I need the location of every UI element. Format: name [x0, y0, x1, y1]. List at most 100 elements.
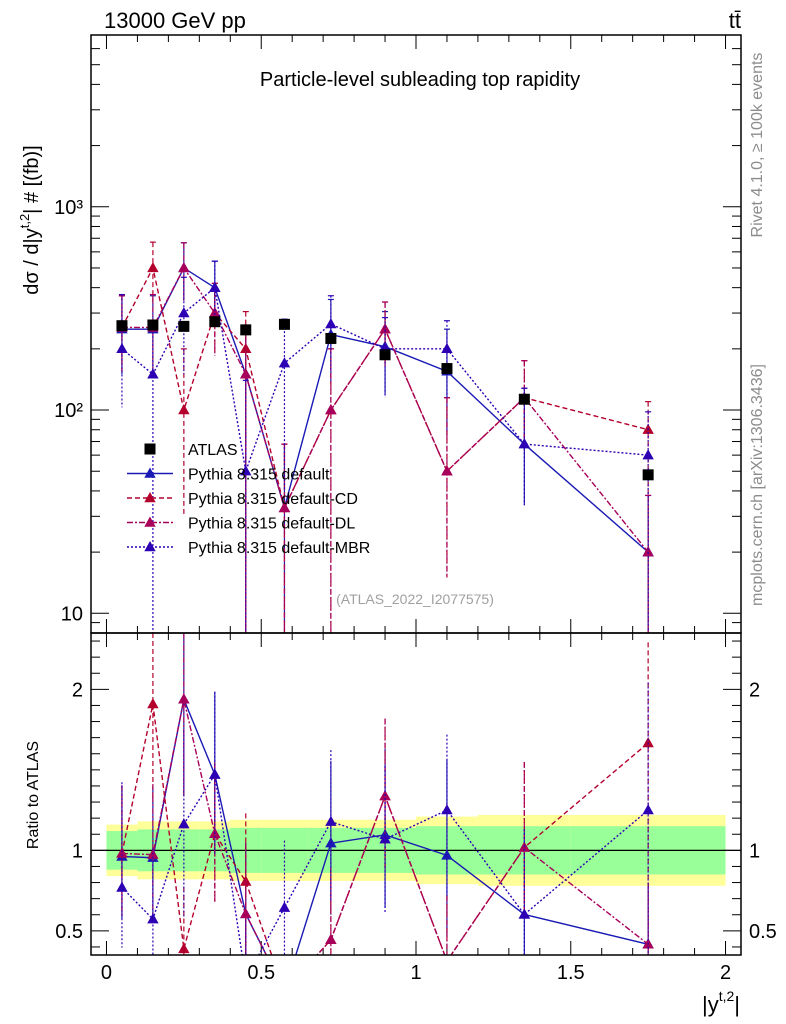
- atlas-data-point: [178, 320, 190, 332]
- series-4-ratio: [116, 682, 654, 955]
- ratio-frame: [90, 632, 742, 956]
- series-point: [116, 342, 128, 354]
- series-point: [278, 501, 291, 513]
- series-ratio-point: [441, 804, 453, 815]
- main-y-tick-label: 10²: [54, 400, 83, 422]
- legend-label-2: Pythia 8.315 default-CD: [188, 491, 358, 508]
- series-point: [209, 281, 221, 292]
- legend-marker-1: [144, 467, 156, 478]
- atlas-data-point: [278, 318, 290, 330]
- x-tick-label: 1.5: [557, 962, 585, 984]
- main-plot-area: [116, 241, 654, 633]
- series-point: [278, 357, 291, 368]
- series-point: [325, 404, 337, 415]
- final-state-label: tt̄: [729, 8, 741, 33]
- series-ratio-point: [279, 985, 290, 995]
- chart-title: Particle-level subleading top rapidity: [260, 69, 580, 91]
- series-1-main: [116, 242, 654, 633]
- main-y-tick-label: 10: [61, 603, 83, 625]
- ratio-y-axis-label: Ratio to ATLAS: [25, 741, 42, 849]
- atlas-data-point: [240, 324, 252, 336]
- main-y-tick-label: 10³: [54, 197, 83, 219]
- series-ratio-line: [121, 699, 649, 955]
- series-point: [441, 465, 453, 476]
- series-ratio-point: [325, 933, 337, 944]
- atlas-data-point: [147, 319, 159, 331]
- legend-label-4: Pythia 8.315 default-MBR: [188, 540, 370, 557]
- legend-marker-2: [144, 492, 156, 503]
- x-tick-label: 1: [410, 962, 421, 984]
- ratio-y-tick-label-right: 1: [749, 840, 760, 862]
- series-point: [379, 323, 391, 334]
- ratio-y-tick-label-right: 0.5: [749, 921, 777, 943]
- rivet-version-label: Rivet 4.1.0, ≥ 100k events: [749, 53, 766, 238]
- series-point: [178, 261, 190, 273]
- series-ratio-point: [441, 849, 453, 860]
- legend-label-3: Pythia 8.315 default-DL: [188, 516, 355, 533]
- series-ratio-point: [279, 985, 290, 995]
- ratio-plot-area: [91, 633, 741, 995]
- atlas-data-point: [116, 320, 128, 332]
- x-axis-label: |yt,2|: [702, 988, 740, 1017]
- atlas-data-point: [642, 469, 654, 481]
- atlas-data-point: [441, 363, 453, 375]
- atlas-data-point: [325, 332, 337, 344]
- legend: ATLAS Pythia 8.315 default Pythia 8.315 de…: [127, 442, 370, 557]
- series-ratio-point: [441, 955, 452, 965]
- series-ratio-point: [147, 913, 159, 924]
- ratio-y-tick-label: 2: [72, 679, 83, 701]
- series-4-main: [116, 260, 654, 633]
- series-ratio-point: [178, 693, 190, 704]
- series-ratio-point: [278, 901, 291, 912]
- ratio-y-tick-label: 1: [72, 840, 83, 862]
- series-ratio-point: [147, 698, 159, 709]
- series-ratio-point: [379, 833, 391, 844]
- series-ratio-point: [209, 768, 221, 779]
- series-ratio-point: [116, 847, 128, 858]
- analysis-id-label: (ATLAS_2022_I2077575): [336, 591, 494, 607]
- atlas-data-series: [116, 316, 654, 481]
- series-ratio-point: [642, 804, 654, 815]
- legend-marker-atlas: [144, 443, 156, 455]
- series-ratio-point: [178, 942, 190, 954]
- atlas-data-point: [209, 316, 221, 328]
- series-point: [147, 368, 159, 379]
- series-point: [240, 342, 252, 354]
- series-point: [147, 261, 159, 273]
- main-panel: 10 10² 10³: [54, 34, 742, 955]
- series-ratio-point: [178, 818, 190, 829]
- x-tick-label: 2: [720, 962, 731, 984]
- series-ratio-point: [240, 907, 252, 919]
- series-ratio-point: [642, 737, 654, 748]
- ratio-y-tick-label-right: 2: [749, 679, 760, 701]
- ratio-panel: 0 0.5 1 1.5 2 0.5 0.5 1 1 2 2: [55, 632, 777, 995]
- series-ratio-point: [325, 815, 337, 826]
- x-tick-label: 0: [101, 962, 112, 984]
- legend-marker-4: [144, 541, 156, 552]
- series-ratio-point: [518, 908, 531, 919]
- series-point: [441, 342, 453, 354]
- ratio-y-tick-label: 0.5: [55, 921, 83, 943]
- process-label: 13000 GeV pp: [104, 8, 246, 33]
- series-point: [518, 438, 531, 449]
- series-ratio-point: [279, 985, 290, 995]
- series-ratio-point: [441, 955, 452, 965]
- series-ratio-point: [116, 881, 128, 892]
- series-point: [178, 307, 190, 318]
- series-point: [209, 307, 221, 318]
- series-ratio-line: [121, 772, 649, 955]
- series-point: [325, 318, 337, 329]
- series-point: [240, 465, 252, 476]
- x-tick-label: 0.5: [247, 962, 275, 984]
- series-point: [240, 368, 252, 379]
- series-point: [178, 404, 190, 415]
- series-point: [642, 449, 654, 460]
- series-3-main: [116, 242, 654, 633]
- main-y-axis-label: dσ / d|yt,2| # [(fb)]: [17, 145, 43, 294]
- atlas-data-point: [518, 393, 530, 405]
- series-2-main: [116, 241, 654, 633]
- legend-marker-3: [144, 516, 156, 527]
- legend-label-1: Pythia 8.315 default: [188, 467, 330, 484]
- legend-label-atlas: ATLAS: [188, 442, 238, 459]
